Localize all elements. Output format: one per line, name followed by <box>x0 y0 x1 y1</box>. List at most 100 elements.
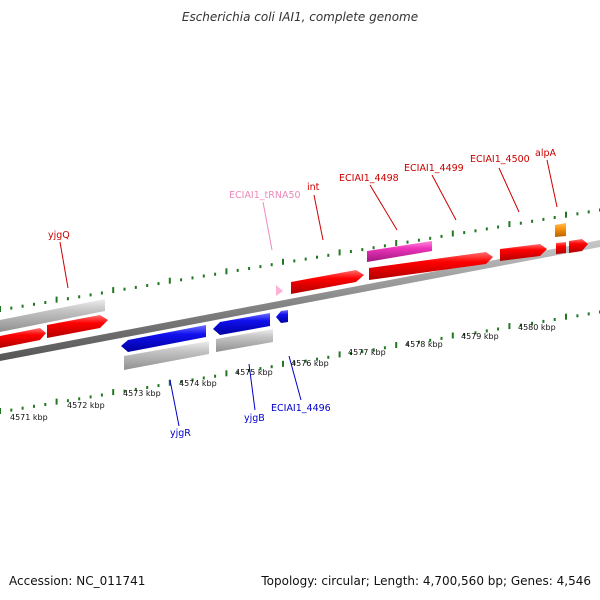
scale-tick <box>66 297 69 301</box>
scale-tick <box>236 370 239 374</box>
scale-tick <box>440 234 443 238</box>
scale-tick <box>134 387 137 391</box>
scale-tick <box>21 304 24 308</box>
gene-forward-left <box>0 328 46 348</box>
scale-tick <box>259 265 262 269</box>
gene-forward-4499 <box>369 252 493 280</box>
scale-tick <box>406 342 409 346</box>
kbp-labels: 4571 kbp 4572 kbp 4573 kbp 4574 kbp 4575… <box>10 323 556 422</box>
gene-orange <box>555 223 566 237</box>
gene-label-yjgR: yjgR <box>170 428 191 439</box>
scale-tick <box>112 287 115 294</box>
gene-label-tRNA50: ECIAI1_tRNA50 <box>229 190 301 201</box>
gene-reverse-yjgB <box>213 313 270 335</box>
scale-tick <box>10 306 13 310</box>
scale-tick <box>587 312 590 316</box>
gene-label-4499: ECIAI1_4499 <box>404 163 464 174</box>
scale-tick <box>282 360 284 367</box>
scale-tick <box>33 404 35 408</box>
scale-tick <box>146 386 149 389</box>
scale-tick <box>202 274 205 278</box>
scale-tick <box>372 348 375 352</box>
scale-tick <box>55 296 58 303</box>
lower-tick-track <box>0 310 600 414</box>
scale-tick <box>202 376 205 380</box>
scale-tick <box>316 357 318 361</box>
gene-forward-alpA <box>556 242 566 254</box>
scale-tick <box>417 238 420 242</box>
trna-marker <box>276 285 283 296</box>
scale-tick <box>100 393 103 397</box>
scale-tick <box>576 212 579 216</box>
scale-tick <box>349 250 352 253</box>
topology-text: Topology: circular; Length: 4,700,560 bp… <box>261 574 591 588</box>
scale-tick <box>553 318 556 321</box>
scale-tick <box>463 333 466 337</box>
scale-tick <box>191 378 194 382</box>
scale-tick <box>270 263 273 267</box>
forward-strand-genes <box>0 223 588 348</box>
scale-tick <box>316 255 318 259</box>
scale-tick <box>361 350 364 354</box>
scale-tick <box>214 374 217 378</box>
gene-forward-int <box>291 270 364 294</box>
scale-tick <box>44 301 47 304</box>
upper-tick-track <box>0 208 600 312</box>
gene-label-4496: ECIAI1_4496 <box>271 403 331 414</box>
scale-tick <box>78 397 81 401</box>
scale-tick <box>474 229 477 233</box>
scale-tick <box>10 408 13 412</box>
scale-tick <box>338 351 341 358</box>
scale-tick <box>146 284 149 287</box>
scale-tick <box>440 336 443 340</box>
scale-tick <box>259 367 262 371</box>
scale-tick <box>519 323 522 327</box>
gene-forward-right <box>569 239 588 253</box>
scale-tick <box>134 285 137 289</box>
gene-label-4500: ECIAI1_4500 <box>470 154 530 165</box>
scale-tick <box>451 230 454 237</box>
scale-tick <box>519 221 522 225</box>
scale-tick <box>383 346 386 350</box>
kbp-label: 4580 kbp <box>518 323 556 332</box>
scale-tick <box>304 359 307 363</box>
scale-tick <box>383 244 386 248</box>
scale-tick <box>180 380 183 384</box>
scale-tick <box>587 210 590 214</box>
scale-tick <box>225 268 228 275</box>
kbp-label: 4579 kbp <box>461 332 499 341</box>
scale-tick <box>497 225 500 229</box>
scale-tick <box>429 236 432 240</box>
genome-backbone <box>0 240 600 361</box>
scale-tick <box>406 240 409 244</box>
scale-tick <box>395 342 398 348</box>
kbp-label: 4572 kbp <box>67 401 105 410</box>
scale-tick <box>100 291 103 295</box>
scale-tick <box>304 257 307 261</box>
accession-text: Accession: NC_011741 <box>9 574 146 588</box>
scale-tick <box>248 267 251 270</box>
gene-forward-4500 <box>500 244 547 261</box>
scale-tick <box>474 331 477 335</box>
kbp-label: 4578 kbp <box>405 340 443 349</box>
scale-tick <box>248 369 251 372</box>
scale-tick <box>44 403 47 406</box>
gene-label-4498: ECIAI1_4498 <box>339 173 399 184</box>
scale-tick <box>112 389 115 396</box>
kbp-label: 4573 kbp <box>123 389 161 398</box>
gene-reverse-yjgR <box>121 325 206 352</box>
kbp-label: 4576 kbp <box>291 359 329 368</box>
gene-gray-bottom-1 <box>124 341 209 370</box>
kbp-label: 4577 kbp <box>348 348 386 357</box>
gene-label-int: int <box>307 182 320 193</box>
scale-tick <box>485 227 488 231</box>
scale-tick <box>463 231 466 235</box>
gene-reverse-4496 <box>276 310 288 323</box>
scale-tick <box>123 287 126 291</box>
scale-tick <box>531 321 534 325</box>
scale-tick <box>327 355 330 359</box>
gene-label-alpA: alpA <box>535 148 556 159</box>
gene-4498-pink <box>367 241 432 262</box>
scale-tick <box>417 340 420 344</box>
scale-tick <box>508 323 511 330</box>
